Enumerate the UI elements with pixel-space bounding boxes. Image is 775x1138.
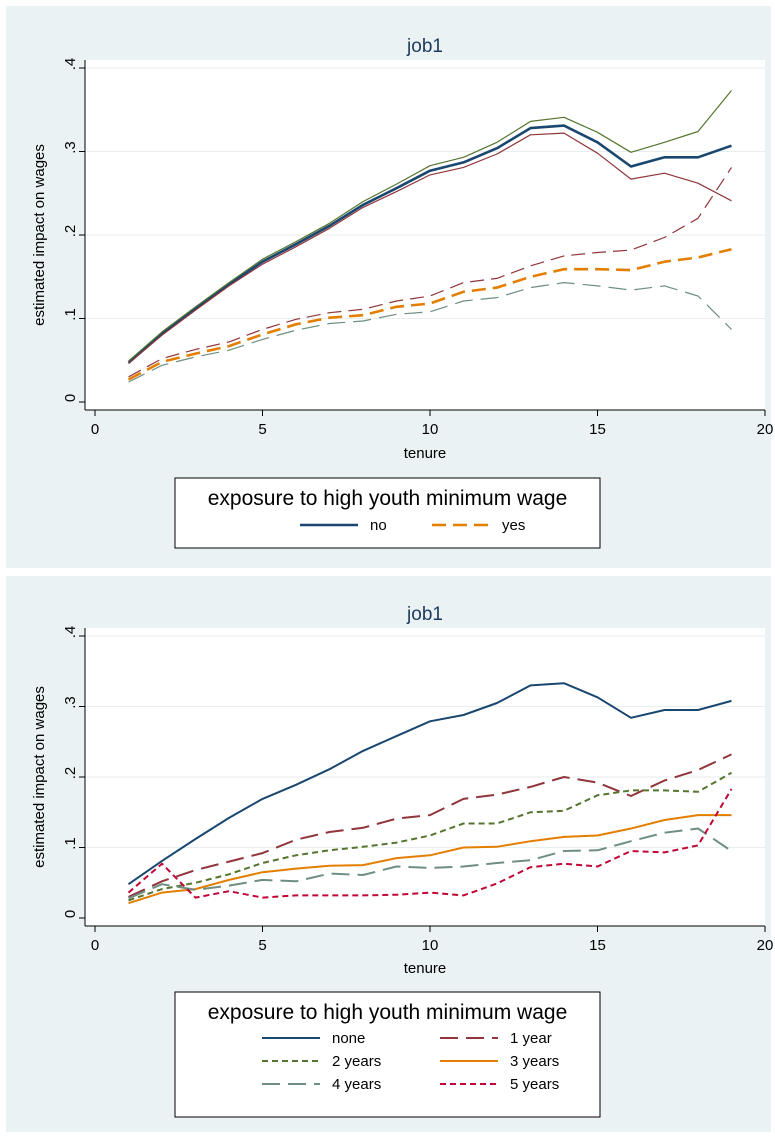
legend-box	[174, 477, 601, 549]
series-line-4-years	[128, 827, 733, 900]
x-axis-label: tenure	[404, 960, 447, 977]
chart-title: job1	[406, 36, 443, 57]
legend: exposure to high youth minimum wage none 1…	[174, 991, 601, 1118]
x-tick-label: 5	[258, 421, 266, 438]
series-line-3-years	[128, 814, 732, 905]
legend-label: 2 years	[332, 1053, 381, 1070]
chart-title: job1	[406, 604, 443, 625]
series-line-1-year	[128, 753, 732, 898]
series-line-yes	[127, 247, 732, 381]
x-tick-label: 10	[422, 937, 439, 954]
legend-label: none	[332, 1030, 365, 1047]
series-line-2-years	[128, 771, 732, 902]
x-axis-label: tenure	[404, 445, 447, 462]
y-tick-label: 0	[62, 910, 79, 918]
y-tick-label: .1	[62, 308, 79, 321]
x-tick-label: 10	[422, 421, 439, 438]
series-line-no-upper-bound	[128, 90, 732, 362]
y-tick-label: .2	[62, 767, 79, 780]
series-line-no-lower-bound	[128, 132, 732, 365]
legend-label: no	[370, 517, 387, 534]
series-line-no	[127, 124, 732, 364]
series-line-yes-upper-bound	[128, 167, 733, 378]
legend-title: exposure to high youth minimum wage	[208, 1001, 568, 1024]
y-tick-label: .2	[62, 225, 79, 238]
y-tick-label: 0	[62, 394, 79, 402]
chart-1: 0 .1 .2 .3 .4 0 5 10 15 20 job1 tenure estimated imp…	[6, 6, 773, 568]
x-tick-label: 15	[589, 937, 606, 954]
legend-label: yes	[502, 517, 525, 534]
legend: exposure to high youth minimum wage no yes	[174, 477, 601, 549]
x-tick-label: 5	[258, 937, 266, 954]
y-tick-label: .3	[62, 141, 79, 154]
y-tick-label: .3	[62, 696, 79, 709]
y-tick-label: .1	[62, 837, 79, 850]
x-tick-label: 15	[589, 421, 606, 438]
series-line-none	[127, 682, 732, 886]
x-tick-label: 20	[757, 421, 774, 438]
y-axis-label: estimated impact on wages	[31, 144, 48, 326]
series-line-yes-lower-bound	[128, 282, 732, 383]
legend-box	[174, 991, 601, 1118]
x-tick-label: 0	[91, 937, 99, 954]
y-axis-label: estimated impact on wages	[31, 686, 48, 868]
legend-label: 5 years	[510, 1076, 559, 1093]
y-tick-label: .4	[62, 626, 79, 639]
legend-label: 4 years	[332, 1076, 381, 1093]
x-tick-label: 0	[91, 421, 99, 438]
legend-label: 1 year	[510, 1030, 552, 1047]
y-tick-label: .4	[62, 58, 79, 71]
legend-title: exposure to high youth minimum wage	[208, 487, 568, 510]
chart-2: 0 .1 .2 .3 .4 0 5 10 15 20 job1 tenure estimated imp…	[6, 576, 773, 1132]
x-tick-label: 20	[757, 937, 774, 954]
legend-label: 3 years	[510, 1053, 559, 1070]
